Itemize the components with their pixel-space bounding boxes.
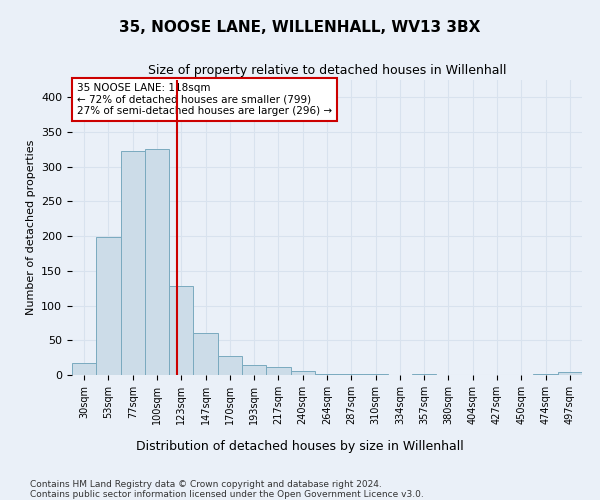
Bar [290,371,315,375]
Bar [96,237,121,375]
Text: Distribution of detached houses by size in Willenhall: Distribution of detached houses by size … [136,440,464,453]
Title: Size of property relative to detached houses in Willenhall: Size of property relative to detached ho… [148,64,506,78]
Bar [364,374,388,375]
Bar [315,374,339,375]
Text: 35 NOOSE LANE: 118sqm
← 72% of detached houses are smaller (799)
27% of semi-det: 35 NOOSE LANE: 118sqm ← 72% of detached … [77,83,332,116]
Bar [193,334,218,375]
Bar [72,363,96,375]
Bar [558,372,582,375]
Bar [339,374,364,375]
Bar [533,374,558,375]
Text: Contains HM Land Registry data © Crown copyright and database right 2024.: Contains HM Land Registry data © Crown c… [30,480,382,489]
Bar [145,150,169,375]
Y-axis label: Number of detached properties: Number of detached properties [26,140,35,315]
Bar [121,152,145,375]
Bar [169,286,193,375]
Bar [266,368,290,375]
Bar [242,364,266,375]
Text: Contains public sector information licensed under the Open Government Licence v3: Contains public sector information licen… [30,490,424,499]
Text: 35, NOOSE LANE, WILLENHALL, WV13 3BX: 35, NOOSE LANE, WILLENHALL, WV13 3BX [119,20,481,35]
Bar [218,356,242,375]
Bar [412,374,436,375]
